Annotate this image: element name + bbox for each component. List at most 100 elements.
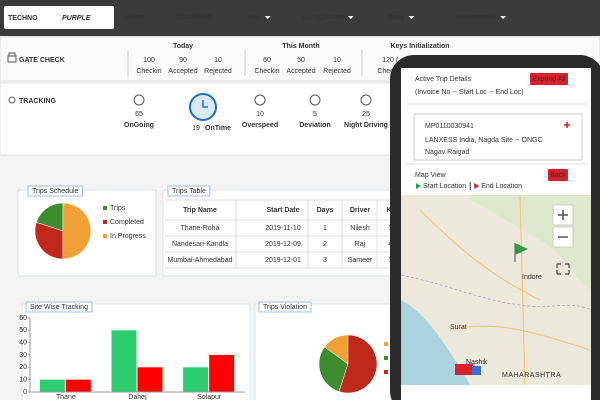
table-cell: 2: [323, 241, 327, 248]
legend-swatch: [103, 234, 107, 238]
table-cell: Nandesari-Kandla: [172, 241, 228, 248]
table-cell: Thane-Roha: [181, 225, 220, 232]
map-sea: [401, 300, 470, 385]
back-btn-label: Back: [550, 172, 566, 179]
map-label: MAHARASHTRA: [502, 372, 561, 379]
nav-item[interactable]: DashBoard: [176, 14, 211, 21]
x-tick-label: Solapur: [197, 394, 222, 400]
bar: [111, 330, 137, 392]
track-label: Overspeed: [242, 122, 278, 129]
y-tick-label: 0: [23, 389, 27, 396]
stat-label: Rejected: [323, 68, 351, 75]
legend-swatch: [103, 206, 107, 210]
route-text: Nagav Raigad: [425, 149, 469, 156]
map-border: [400, 274, 592, 311]
dropdown-caret: [408, 16, 415, 19]
legend-swatch: [384, 356, 388, 360]
table-cell: Nilesh: [350, 225, 370, 232]
panel-tab: [167, 185, 211, 197]
gate-icon: [7, 52, 17, 63]
back-btn[interactable]: [548, 169, 568, 181]
track-icon: [309, 94, 321, 106]
dropdown-caret: [500, 16, 507, 19]
stat-label: Accepted: [168, 68, 197, 75]
table-cell: 1: [323, 225, 327, 232]
trip-card: [413, 113, 583, 161]
trip-id: MP0110030941: [425, 123, 474, 130]
y-tick-label: 30: [19, 352, 27, 359]
table-header-cell: Driver: [350, 207, 371, 214]
track-label: OnGoing: [124, 122, 154, 129]
route-text: LANXESS India, Nagda Site -- ONGC: [425, 137, 543, 144]
table-cell: 3: [323, 257, 327, 264]
stat-label: Checkin: [377, 68, 402, 75]
truck-trailer: [455, 364, 473, 375]
bar: [137, 367, 163, 392]
map-label: Surat: [450, 324, 467, 331]
table-cell: 2019-12-09: [265, 241, 301, 248]
legend-swatch: [384, 342, 388, 346]
group-title: Today: [173, 43, 193, 50]
y-tick-label: 40: [19, 340, 27, 347]
y-tick-label: 50: [19, 327, 27, 334]
bar: [65, 379, 91, 392]
panel-tab: [25, 301, 93, 313]
pie-slice: [318, 346, 349, 392]
truck-cab: [472, 366, 481, 375]
stat-label: Accepted: [286, 68, 315, 75]
dropdown-caret: [264, 16, 271, 19]
card-title: Active Trip Details: [415, 76, 472, 83]
track-value: 19: [192, 125, 200, 132]
x-tick-label: Dahej: [128, 394, 147, 400]
nav-item[interactable]: Maintenance: [456, 14, 496, 21]
nav-item[interactable]: Configuration: [302, 14, 344, 21]
panel-tab: [258, 301, 312, 313]
nav-item[interactable]: Home: [126, 14, 145, 21]
table-cell: 2019-12-01: [265, 257, 301, 264]
panel-tab: [27, 185, 83, 197]
bar: [209, 355, 235, 392]
stat-value: 50: [297, 57, 305, 64]
nav-item[interactable]: Map: [247, 14, 261, 21]
table-cell: 2019-11-10: [265, 225, 300, 232]
legend-swatch: [103, 220, 107, 224]
legend-label: End Location: [481, 183, 522, 190]
track-icon: [254, 94, 266, 106]
x-tick-label: Thane: [56, 394, 76, 400]
map-label: Indore: [522, 274, 542, 281]
bar: [39, 379, 65, 392]
track-label: Night Driving: [344, 122, 388, 129]
table-header-cell: Start Date: [266, 207, 299, 214]
start-marker: [416, 183, 421, 189]
logo-box: [4, 6, 114, 29]
expand-btn[interactable]: [530, 73, 568, 85]
pie-slice: [34, 222, 64, 260]
bar: [183, 367, 209, 392]
y-tick-label: 10: [19, 377, 27, 384]
flag: [515, 243, 528, 255]
table-cell: Sameer: [348, 257, 373, 264]
stat-value: 60: [263, 57, 271, 64]
nav-item[interactable]: Trips: [388, 14, 405, 21]
legend-label: Start Location: [423, 183, 466, 190]
dropdown-caret: [347, 16, 354, 19]
zoom-glyphs: [558, 210, 568, 238]
table-cell: Mumbai-Ahmedabad: [168, 257, 233, 264]
panel-title: Trips Violation: [263, 304, 307, 311]
table-cell: Raj: [355, 241, 366, 248]
group-title: Keys Initialization: [390, 43, 449, 50]
track-value: 25: [362, 111, 370, 118]
expand-btn-label: Expand All: [532, 76, 566, 83]
track-value: 5: [313, 111, 317, 118]
pie-slice: [338, 334, 378, 394]
panel-title: Site Wise Tracking: [30, 304, 88, 311]
clock-hands: [202, 100, 208, 108]
map-road: [419, 194, 591, 386]
table-header-cell: Days: [317, 207, 334, 214]
track-value: 65: [135, 111, 143, 118]
panel-title: Trips Table: [172, 188, 206, 195]
expand-icon: [564, 122, 570, 128]
fullscreen-icon: [556, 263, 570, 275]
track-label: Deviation: [299, 122, 331, 129]
stat-label: Checkin: [136, 68, 161, 75]
